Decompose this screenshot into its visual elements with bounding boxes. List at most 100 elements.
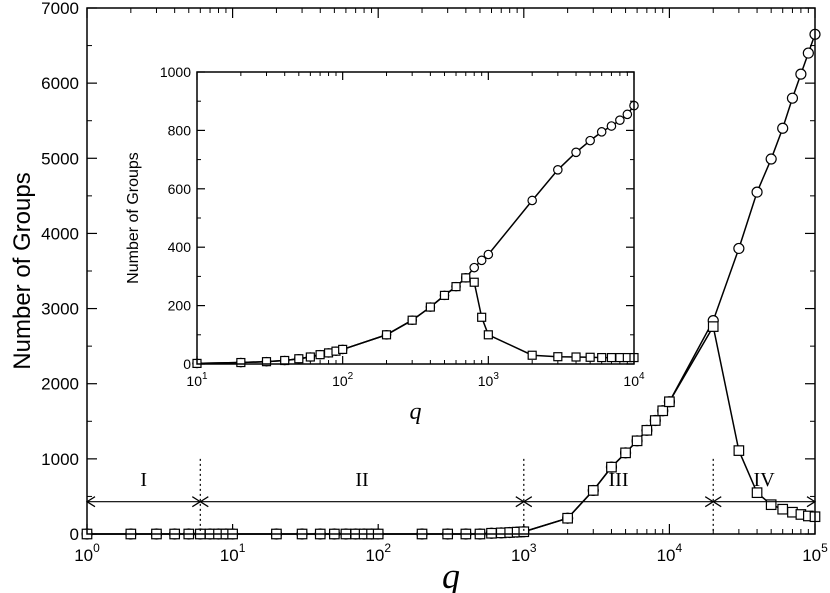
inset-square-point (606, 352, 617, 363)
inset-square-point (527, 350, 537, 360)
inset-square-point (323, 348, 334, 358)
main-square-point (562, 512, 573, 524)
inset-circle-point (571, 147, 581, 158)
main-circle-point (733, 242, 745, 255)
main-x-tick-label: 102 (365, 541, 391, 565)
inset-square-point (553, 352, 563, 362)
inset-plot: 101 102 103 104 0 200 400 600 800 1000 q Number of … (125, 64, 645, 425)
main-x-tick-label: 104 (657, 541, 683, 565)
inset-square-point (294, 354, 304, 364)
inset-series-2-line (196, 276, 634, 365)
inset-square-point (407, 315, 417, 325)
main-square-point (657, 405, 669, 417)
main-square-point (751, 487, 763, 499)
inset-circle-point (615, 115, 625, 125)
inset-frame (196, 71, 635, 365)
inset-square-point (469, 277, 479, 287)
main-x-tick-label: 101 (220, 541, 246, 565)
main-y-tick-label: 4000 (41, 224, 79, 243)
region-arrowhead-left (522, 496, 533, 508)
inset-y-tick-label: 1000 (160, 64, 191, 80)
main-x-tick-label: 105 (802, 541, 828, 565)
region-label: III (609, 469, 629, 491)
region-annotations: I II III IV (85, 458, 817, 534)
inset-square-point (236, 357, 246, 368)
main-square-point (606, 461, 617, 473)
inset-square-point (585, 352, 595, 362)
main-square-point (765, 499, 777, 511)
region-label: I (140, 469, 147, 491)
main-y-tick-label: 5000 (41, 149, 79, 168)
inset-square-point (425, 302, 435, 312)
main-x-tick-label: 100 (74, 541, 100, 565)
region-arrowhead-right (806, 496, 817, 508)
main-square-point (641, 424, 653, 436)
inset-square-point (338, 344, 348, 354)
inset-y-axis-title: Number of Groups (125, 152, 142, 284)
inset-background (197, 72, 634, 364)
main-x-axis-title: q (442, 556, 460, 593)
main-y-tick-label: 2000 (41, 375, 79, 394)
region-label: IV (754, 469, 776, 491)
main-circle-point (802, 47, 814, 59)
main-circle-point (765, 153, 777, 165)
main-y-tick-label: 6000 (41, 74, 79, 93)
main-square-point (649, 415, 661, 426)
region-arrowhead-left (199, 496, 209, 508)
inset-x-tick-label: 103 (478, 371, 500, 389)
main-circle-point (777, 122, 789, 134)
inset-x-axis-title: q (410, 399, 422, 425)
inset-y-tick-label: 200 (168, 298, 192, 314)
inset-x-tick-label: 102 (332, 371, 354, 389)
inset-circle-point (483, 249, 494, 260)
main-y-tick-label: 3000 (41, 300, 79, 319)
main-circle-point (786, 92, 799, 104)
inset-circle-point (596, 127, 607, 137)
inset-square-point (597, 352, 607, 363)
main-square-point (733, 445, 745, 456)
inset-square-point (451, 282, 461, 292)
inset-square-point (305, 352, 315, 362)
inset-square-point (483, 330, 493, 340)
inset-circle-point (469, 262, 480, 273)
inset-circle-point (553, 165, 563, 175)
inset-square-point (261, 357, 272, 367)
main-y-tick-label: 0 (70, 525, 79, 544)
inset-y-tick-label: 0 (183, 356, 191, 372)
main-square-point (707, 321, 719, 332)
main-x-tick-label: 103 (511, 541, 537, 565)
main-plot: 100 101 102 103 104 1050100020003000400050006… (9, 0, 828, 593)
main-square-point (777, 503, 789, 515)
inset-square-point (571, 352, 581, 362)
inset-circle-point (527, 195, 537, 206)
inset-y-tick-label: 600 (168, 181, 192, 197)
inset-circle-point (585, 135, 595, 146)
inset-square-point (439, 290, 450, 300)
main-square-point (631, 435, 643, 447)
inset-y-tick-label: 800 (168, 122, 192, 138)
inset-square-point (461, 273, 471, 283)
main-circle-point (751, 186, 763, 198)
main-circle-point (795, 68, 807, 80)
inset-square-point (315, 350, 325, 360)
inset-x-tick-label: 104 (623, 371, 645, 389)
inset-circle-point (606, 121, 617, 131)
inset-square-point (615, 352, 625, 363)
main-y-tick-label: 7000 (41, 0, 79, 18)
inset-circle-point (622, 109, 633, 120)
region-label: II (355, 469, 368, 491)
inset-square-point (381, 330, 392, 340)
region-arrowhead-left (85, 496, 96, 508)
main-square-point (518, 526, 530, 538)
main-y-tick-label: 1000 (41, 450, 79, 469)
main-square-point (620, 447, 631, 459)
main-y-axis-title: Number of Groups (9, 172, 36, 369)
inset-square-point (477, 312, 487, 322)
main-square-point (587, 485, 599, 496)
main-frame (86, 7, 816, 535)
region-arrowhead-left (712, 496, 722, 508)
main-square-point (664, 396, 675, 408)
inset-x-tick-label: 101 (186, 371, 208, 389)
main-square-point (486, 527, 497, 539)
